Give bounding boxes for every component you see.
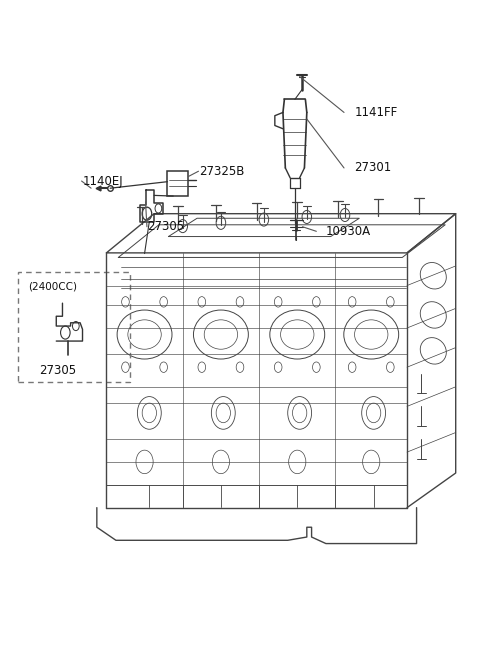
Text: 27325B: 27325B <box>199 165 245 178</box>
Bar <box>168 171 189 196</box>
Text: 27301: 27301 <box>355 161 392 174</box>
Text: (2400CC): (2400CC) <box>28 282 77 292</box>
Text: 1141FF: 1141FF <box>355 106 398 119</box>
Text: 27305: 27305 <box>147 220 184 234</box>
Bar <box>18 272 130 382</box>
Text: 27305: 27305 <box>39 364 77 377</box>
Text: 10930A: 10930A <box>326 225 371 238</box>
Text: 1140EJ: 1140EJ <box>83 174 123 188</box>
